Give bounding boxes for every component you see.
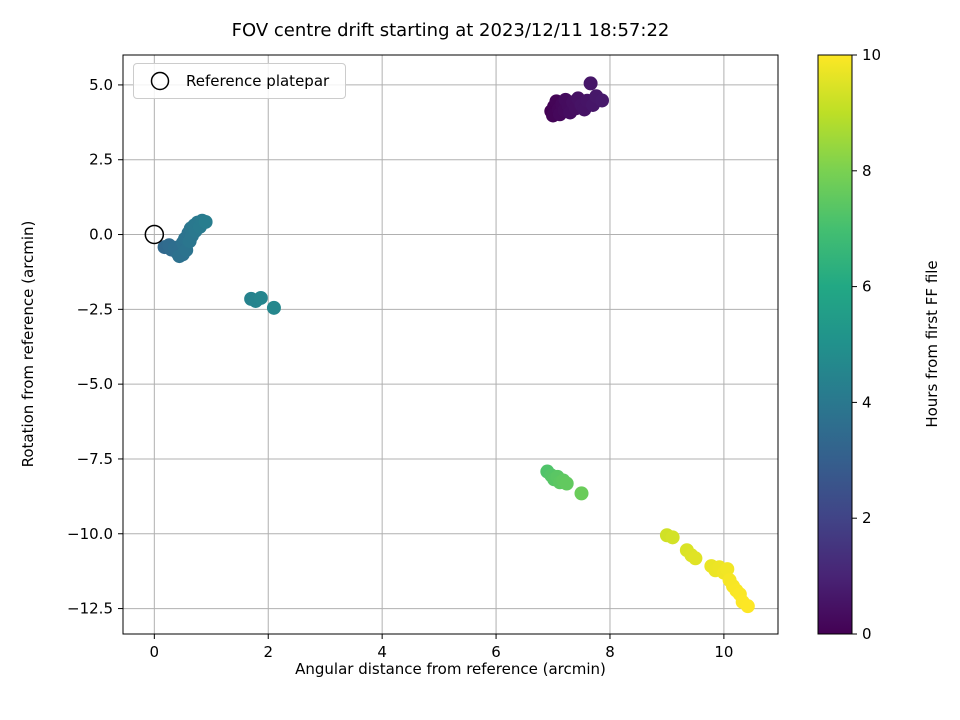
tick-label: −12.5: [67, 600, 113, 618]
scatter-point: [720, 562, 735, 577]
scatter-point: [595, 93, 610, 108]
colorbar-label: Hours from first FF file: [923, 260, 941, 428]
scatter-point: [266, 300, 281, 315]
tick-label: 8: [862, 162, 872, 180]
axes-frame: [122, 54, 779, 635]
tick-label: −10.0: [67, 525, 113, 543]
colorbar: [817, 54, 853, 635]
legend: Reference platepar: [133, 63, 347, 99]
tick-label: 2: [263, 643, 273, 661]
tick-label: 0: [862, 625, 872, 643]
reference-platepar-marker: [144, 224, 165, 245]
tick-label: 6: [862, 278, 872, 296]
scatter-point: [740, 599, 755, 614]
tick-label: 2.5: [89, 151, 113, 169]
y-axis-label: Rotation from reference (arcmin): [19, 220, 37, 468]
tick-label: 10: [714, 643, 733, 661]
scatter-point: [583, 76, 598, 91]
tick-label: −2.5: [77, 300, 113, 318]
chart-title: FOV centre drift starting at 2023/12/11 …: [231, 20, 670, 41]
scatter-point: [574, 486, 589, 501]
legend-label: Reference platepar: [186, 72, 330, 90]
tick-label: 2: [862, 509, 872, 527]
tick-label: 10: [862, 46, 881, 64]
scatter-point: [559, 476, 574, 491]
x-axis-label: Angular distance from reference (arcmin): [295, 660, 606, 678]
tick-label: 5.0: [89, 76, 113, 94]
tick-label: 4: [862, 393, 872, 411]
tick-label: −5.0: [77, 375, 113, 393]
scatter-point: [688, 551, 703, 566]
tick-label: −7.5: [77, 450, 113, 468]
tick-label: 4: [377, 643, 387, 661]
scatter-point: [665, 530, 680, 545]
tick-label: 8: [605, 643, 615, 661]
scatter-point: [198, 214, 213, 229]
tick-label: 0: [150, 643, 160, 661]
tick-label: 0.0: [89, 226, 113, 244]
tick-label: 6: [491, 643, 501, 661]
scatter-point: [253, 290, 268, 305]
reference-platepar-legend-icon: [150, 71, 170, 91]
